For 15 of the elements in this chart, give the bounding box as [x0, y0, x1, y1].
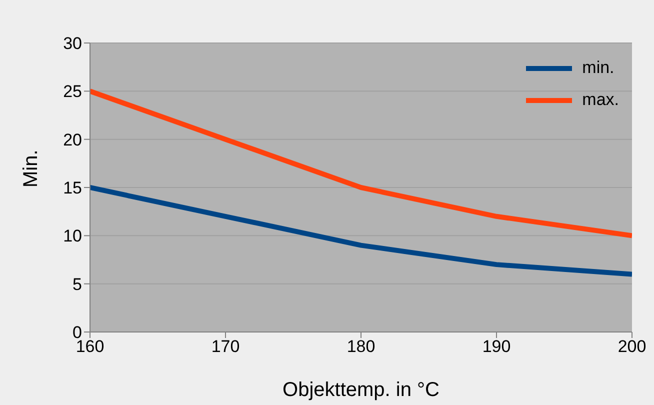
legend-label: max. [582, 90, 619, 110]
legend-label: min. [582, 58, 614, 78]
y-tick-label: 20 [63, 130, 82, 150]
x-tick-label: 170 [211, 337, 240, 356]
x-tick-label: 190 [482, 337, 511, 356]
x-axis-title: Objekttemp. in °C [282, 379, 440, 401]
y-tick-label: 15 [63, 178, 82, 198]
x-tick-label: 200 [618, 337, 646, 356]
y-tick-label: 30 [63, 34, 82, 54]
y-tick-label: 5 [72, 274, 82, 294]
x-tick-label: 160 [76, 337, 104, 356]
x-tick-label: 180 [346, 337, 376, 356]
y-axis-title: Min. [20, 150, 42, 188]
y-tick-label: 10 [63, 226, 82, 246]
y-tick-label: 25 [63, 82, 82, 102]
